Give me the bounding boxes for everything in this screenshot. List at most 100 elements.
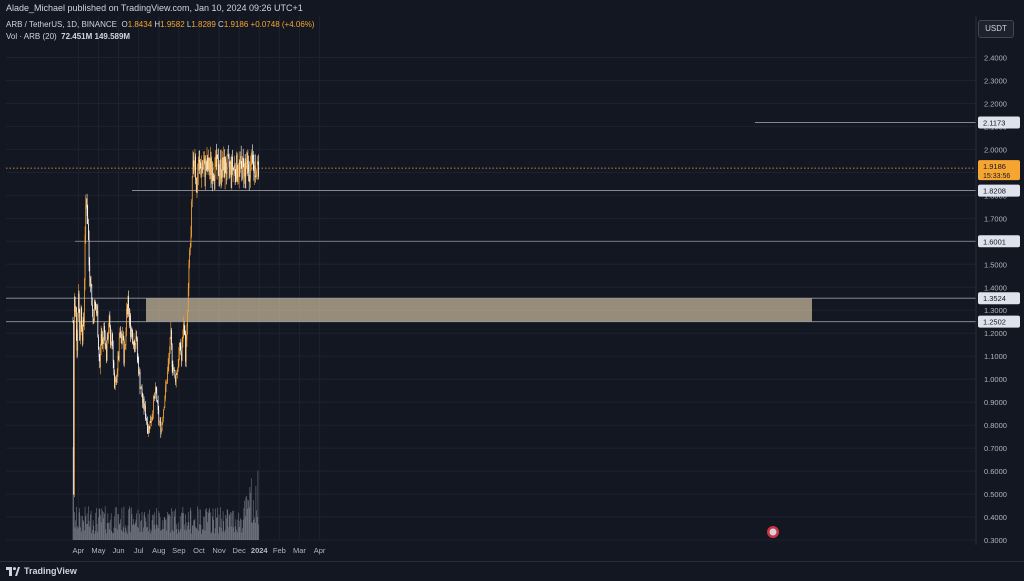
candle-body [247, 159, 249, 165]
volume-bar [167, 511, 168, 540]
candle-body [114, 382, 116, 388]
candle-body [78, 293, 79, 318]
price-chart[interactable]: 2.40002.30002.20002.10002.00001.90001.80… [0, 16, 1024, 561]
volume-bar [155, 529, 156, 540]
candle-body [221, 177, 223, 179]
candle-body [74, 297, 76, 313]
symbol-legend: ARB / TetherUS, 1D, BINANCE O1.8434 H1.9… [6, 20, 315, 29]
candle-body [236, 155, 238, 178]
volume-bar [208, 509, 210, 540]
volume-bar [147, 527, 148, 540]
candle-body [193, 161, 195, 167]
volume-bar [228, 514, 230, 540]
candle-body [232, 167, 234, 171]
volume-bar [210, 512, 211, 540]
candle-body [253, 164, 255, 173]
volume-bar [127, 525, 129, 540]
candle-body [111, 333, 113, 342]
volume-bar [168, 513, 170, 540]
y-tick-label: 2.3000 [984, 76, 1007, 85]
x-tick-label: Jul [134, 546, 144, 555]
level-tag [978, 184, 1020, 197]
candle-body [222, 157, 224, 170]
candle-body [144, 405, 146, 410]
candle-body [218, 158, 219, 175]
volume-bar [148, 531, 150, 540]
candle-body [79, 311, 81, 341]
volume-bar [147, 513, 149, 540]
candle-body [158, 409, 160, 423]
candle-body [242, 157, 244, 161]
volume-bar [218, 514, 220, 540]
tradingview-logo[interactable]: TradingView [6, 566, 77, 576]
volume-bar [185, 530, 187, 540]
volume-bar [238, 512, 239, 540]
volume-bar [118, 524, 120, 540]
candle-body [122, 334, 123, 341]
candle-body [80, 328, 81, 341]
low-label: L [186, 20, 192, 29]
candle-body [73, 297, 75, 495]
volume-bar [169, 514, 170, 540]
volume-label[interactable]: Vol · ARB (20) [6, 32, 57, 41]
candle-body [203, 159, 205, 164]
candle-body [105, 344, 107, 346]
y-tick-label: 2.4000 [984, 53, 1007, 62]
volume-bar [122, 527, 124, 540]
tradingview-icon [6, 566, 20, 576]
candle-body [88, 239, 90, 266]
candle-body [175, 376, 176, 383]
volume-bar [195, 528, 197, 540]
candle-body [108, 330, 109, 339]
candle-body [78, 293, 80, 312]
volume-bar [238, 527, 240, 540]
price-axis: 2.40002.30002.20002.10002.00001.90001.80… [975, 16, 1024, 561]
volume-bar [84, 530, 85, 540]
volume-bar [110, 519, 111, 540]
volume-bar [226, 518, 227, 540]
candle-body [250, 156, 252, 164]
volume-bar [97, 532, 99, 540]
volume-bar [240, 519, 242, 540]
candle-body [254, 165, 255, 173]
volume-bar [98, 508, 100, 540]
volume-bar [248, 500, 249, 540]
candle-body [133, 340, 135, 346]
volume-bar [204, 530, 206, 540]
volume-bar [149, 528, 151, 540]
candle-body [209, 168, 211, 172]
candle-body [116, 370, 118, 381]
candle-body [164, 398, 166, 408]
x-tick-label: Apr [73, 546, 85, 555]
volume-bar [85, 516, 87, 540]
candle-body [165, 383, 167, 387]
candle-body [123, 338, 125, 363]
volume-bar [205, 509, 206, 540]
candle-body [220, 159, 221, 172]
candle-body [254, 165, 256, 177]
volume-bar [197, 530, 199, 540]
volume-bar [108, 522, 109, 540]
symbol-name[interactable]: ARB / TetherUS, 1D, BINANCE [6, 20, 117, 29]
volume-bar [170, 532, 172, 540]
volume-bar [256, 510, 257, 540]
candle-body [143, 398, 145, 410]
candle-body [84, 280, 85, 323]
volume-bar [189, 507, 191, 540]
candle-body [248, 171, 250, 181]
x-tick-label: Jun [113, 546, 125, 555]
candle-body [250, 163, 251, 178]
candle-body [198, 159, 200, 170]
x-tick-label: Nov [212, 546, 226, 555]
candle-body [210, 158, 212, 175]
candle-body [195, 156, 196, 180]
candle-body [87, 215, 89, 224]
level-tag-label: 2.1173 [983, 118, 1005, 127]
volume-bar [183, 512, 184, 540]
candle-body [203, 163, 204, 169]
volume-bar [212, 516, 213, 540]
currency-button[interactable]: USDT [978, 20, 1014, 38]
volume-bar [214, 528, 216, 540]
candle-body [170, 330, 172, 338]
volume-bar [254, 522, 256, 540]
